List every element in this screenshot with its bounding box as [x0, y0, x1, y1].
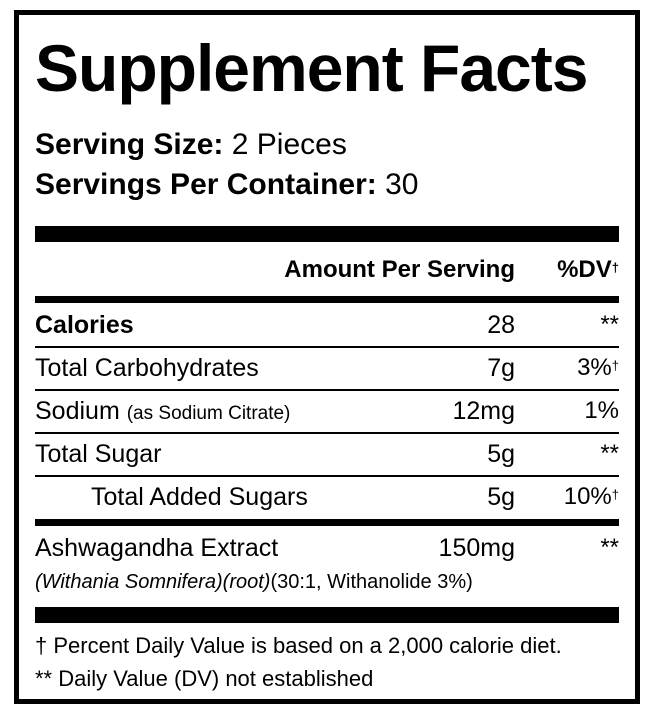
row-label-total-carbohydrates: Total Carbohydrates	[35, 354, 259, 382]
row-label-total-added-sugars: Total Added Sugars	[91, 483, 308, 511]
row-dv-total-carbohydrates: 3%†	[577, 354, 619, 381]
bottom-thick-divider	[35, 607, 619, 623]
footnote-dv-basis: † Percent Daily Value is based on a 2,00…	[35, 633, 562, 658]
row-dv-calories: **	[600, 311, 619, 338]
ashwagandha-detail: (Withania Somnifera)(root)(30:1, Withano…	[35, 569, 473, 595]
ingredient-divider	[35, 519, 619, 526]
ashwagandha-standardization: (30:1, Withanolide 3%)	[270, 571, 473, 593]
row-divider	[35, 389, 619, 391]
row-amount-total-sugar: 5g	[487, 440, 515, 468]
supplement-facts-panel: Supplement Facts Serving Size: 2 Pieces …	[14, 10, 640, 704]
row-label-ashwagandha-extract: Ashwagandha Extract	[35, 534, 279, 562]
servings-per-container: Servings Per Container: 30	[35, 167, 418, 203]
footnote-dv-not-established: ** Daily Value (DV) not established	[35, 666, 374, 691]
serving-size-label: Serving Size:	[35, 128, 224, 161]
row-label-calories: Calories	[35, 311, 134, 339]
row-amount-total-added-sugars: 5g	[487, 483, 515, 511]
servings-per-container-label: Servings Per Container:	[35, 168, 377, 201]
row-divider	[35, 346, 619, 348]
row-amount-ashwagandha-extract: 150mg	[438, 534, 515, 562]
row-dv-total-added-sugars: 10%†	[563, 483, 619, 510]
serving-size-value: 2 Pieces	[231, 128, 347, 161]
row-dv-sodium: 1%	[584, 397, 619, 424]
row-divider	[35, 475, 619, 477]
panel-title: Supplement Facts	[35, 31, 588, 105]
ashwagandha-botanical-name: (Withania Somnifera)(root)	[35, 571, 271, 593]
row-amount-total-carbohydrates: 7g	[487, 354, 515, 382]
dv-header: %DV†	[557, 256, 619, 283]
amount-per-serving-header: Amount Per Serving	[284, 256, 515, 283]
row-amount-calories: 28	[487, 311, 515, 339]
header-divider	[35, 296, 619, 303]
row-label-sodium: Sodium (as Sodium Citrate)	[35, 397, 291, 425]
sodium-note: (as Sodium Citrate)	[126, 403, 291, 424]
row-dv-total-sugar: **	[600, 440, 619, 467]
row-divider	[35, 432, 619, 434]
row-amount-sodium: 12mg	[452, 397, 515, 425]
serving-size: Serving Size: 2 Pieces	[35, 127, 347, 163]
row-dv-ashwagandha-extract: **	[600, 534, 619, 561]
row-label-total-sugar: Total Sugar	[35, 440, 162, 468]
thick-divider	[35, 226, 619, 242]
servings-per-container-value: 30	[385, 168, 419, 201]
